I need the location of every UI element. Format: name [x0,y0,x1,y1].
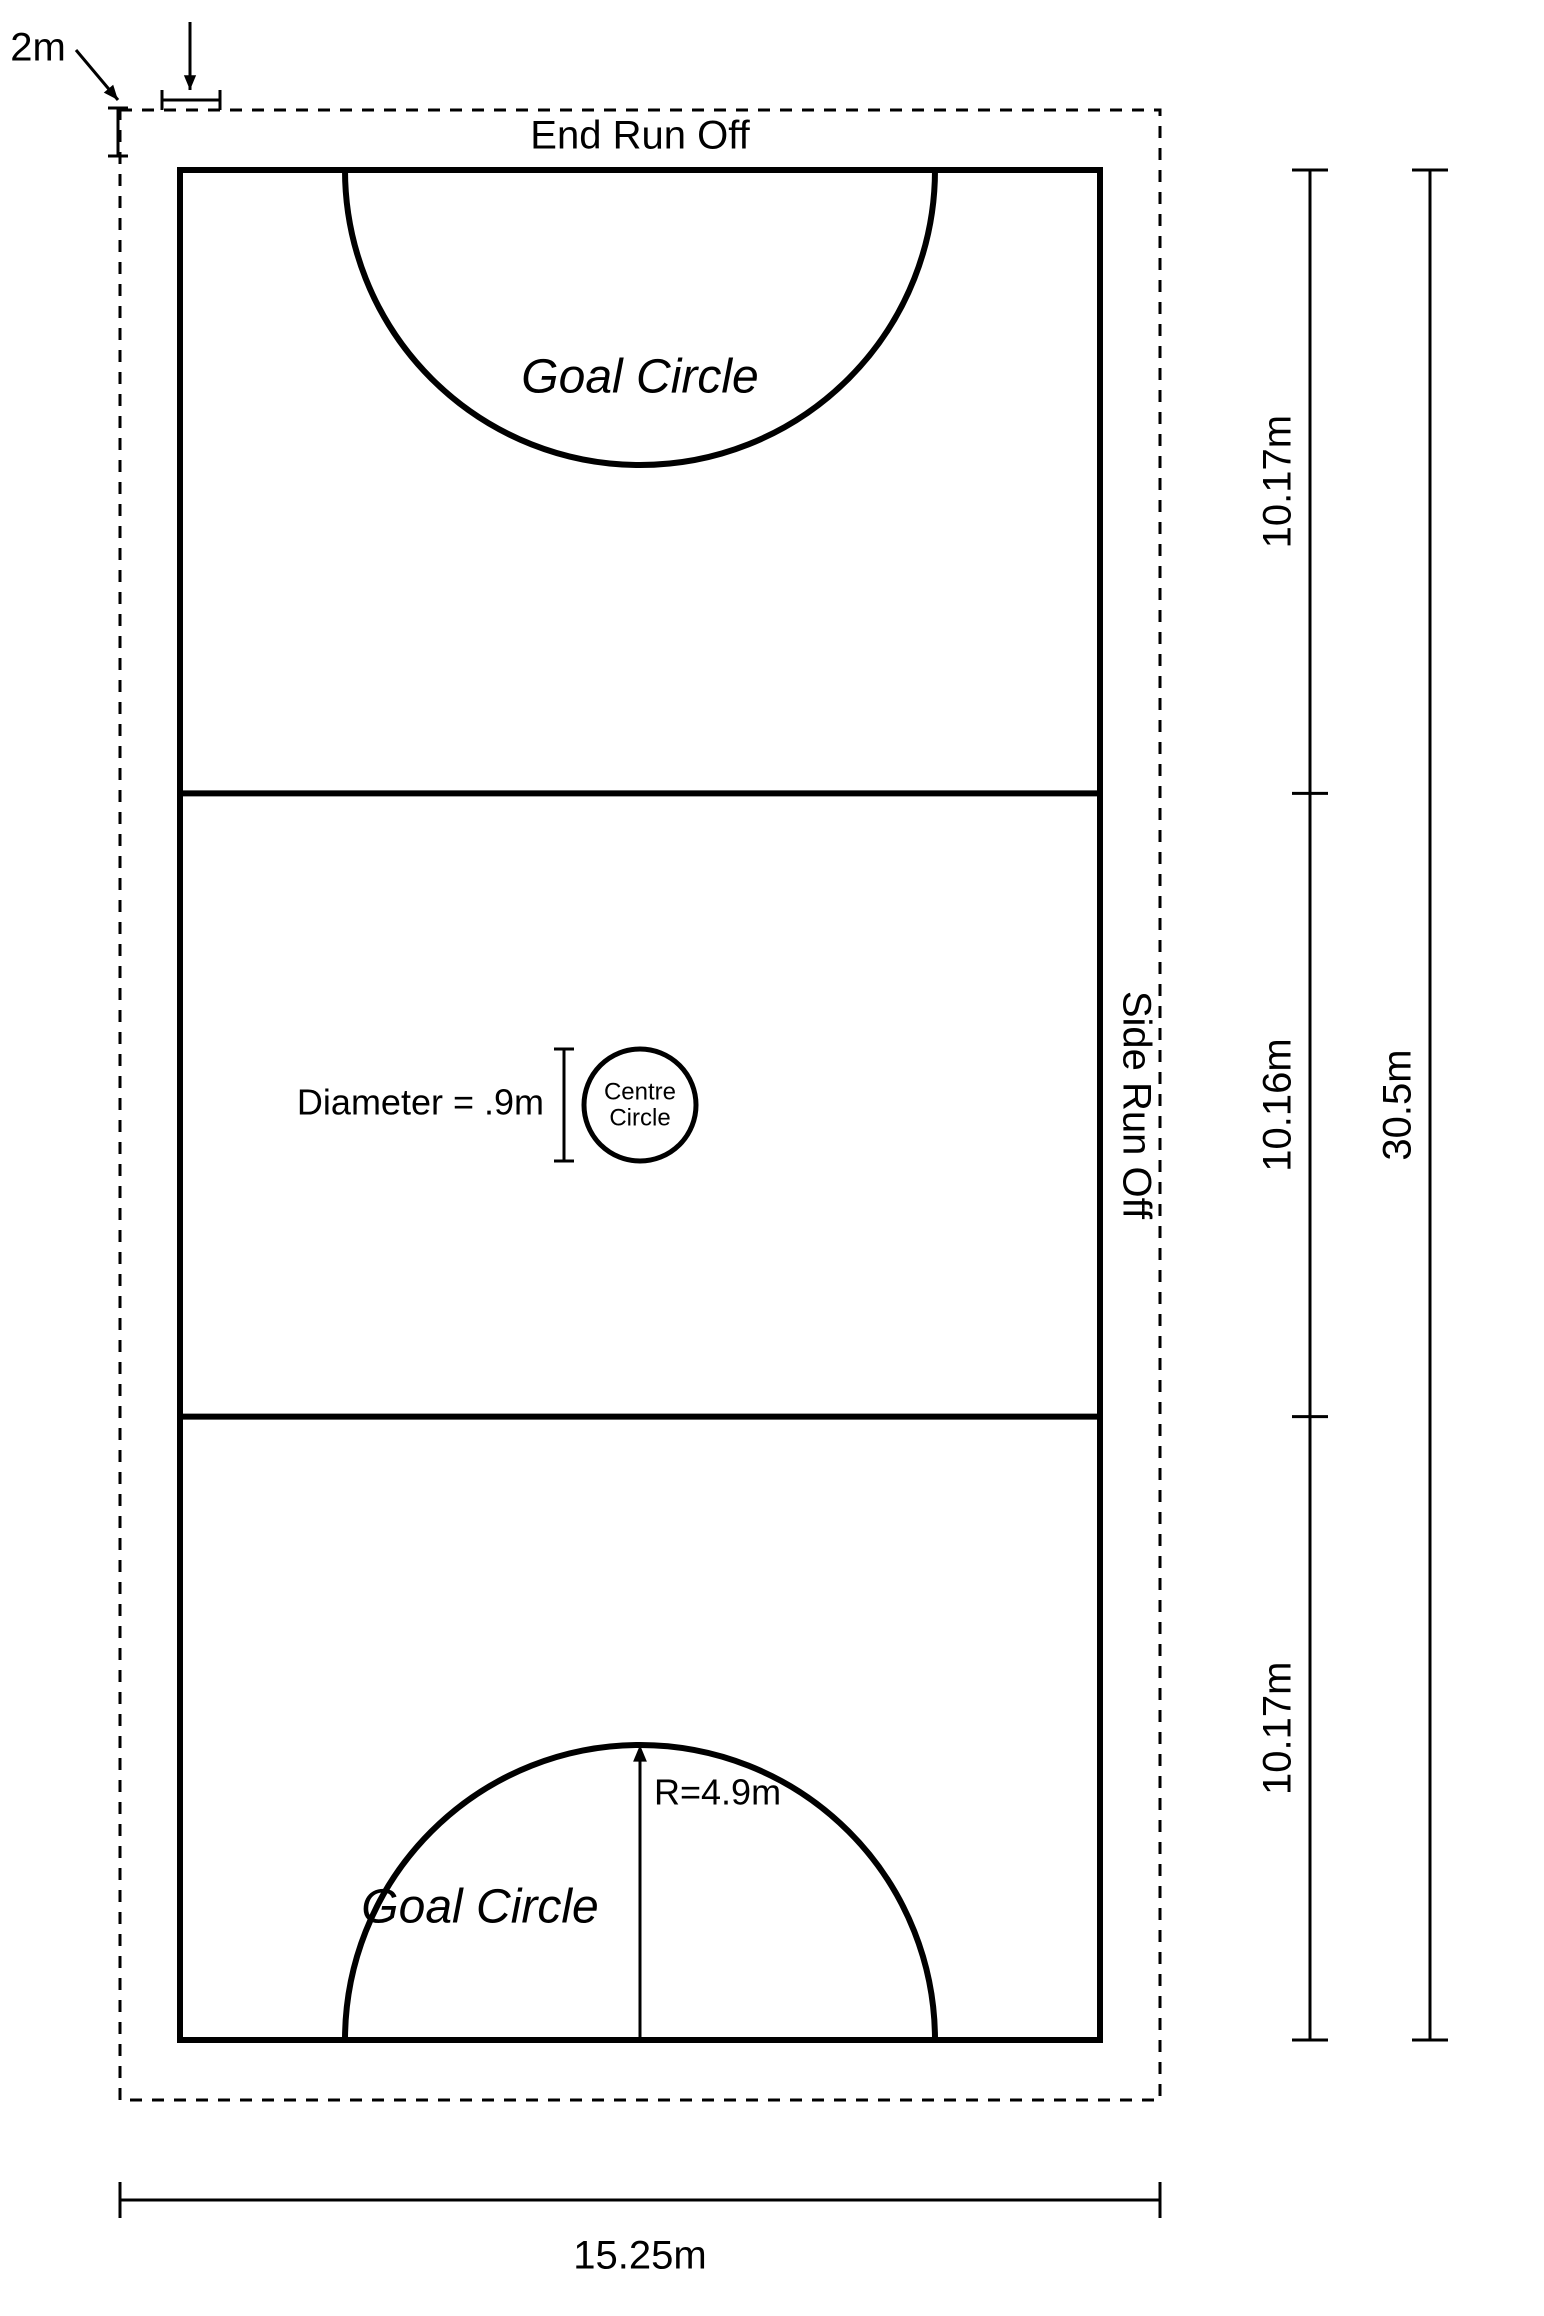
dim-third-mid: 10.16m [1256,1038,1300,1171]
goal-circle-label-bottom: Goal Circle [361,1881,598,1934]
side-runoff-label: Side Run Off [1114,991,1158,1220]
diameter-label: Diameter = .9m [297,1082,544,1123]
centre-circle-label: Circle [609,1104,670,1131]
goal-circle-top [345,170,935,465]
dim-width-label: 15.25m [573,2234,706,2278]
dim-third-top: 10.17m [1256,415,1300,548]
dim-total-label: 30.5m [1376,1049,1420,1160]
arrowhead [184,75,196,90]
centre-circle-label: Centre [604,1078,676,1105]
dim-third-bot: 10.17m [1256,1662,1300,1795]
end-runoff-label: End Run Off [530,114,750,158]
runoff-gap-label: 2m [10,26,66,70]
goal-circle-label-top: Goal Circle [521,351,758,404]
radius-label: R=4.9m [654,1772,781,1813]
